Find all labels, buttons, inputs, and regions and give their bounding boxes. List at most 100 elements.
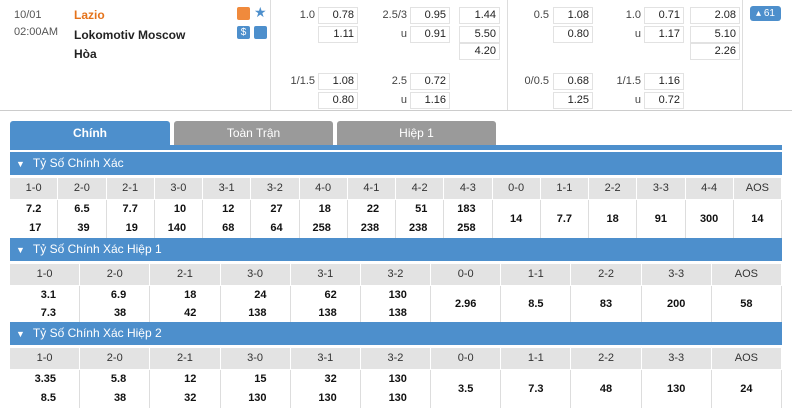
score-odds[interactable]: 7.7	[556, 213, 573, 225]
odds-value[interactable]: 0.71	[644, 7, 684, 24]
score-odds[interactable]: 58	[740, 298, 753, 310]
odds-value[interactable]: 1.25	[553, 92, 593, 109]
odds-value[interactable]: 0.78	[318, 7, 358, 24]
score-cell[interactable]: 14	[493, 200, 541, 238]
odds-value[interactable]: 1.08	[318, 73, 358, 90]
score-cell[interactable]: 48	[571, 370, 642, 408]
score-cell[interactable]: 22 238	[348, 200, 396, 238]
score-odds[interactable]: 42	[184, 307, 197, 319]
score-odds[interactable]: 130	[388, 392, 407, 404]
score-odds[interactable]: 183	[457, 203, 476, 215]
score-cell[interactable]: 18	[589, 200, 638, 238]
score-odds[interactable]: 3.5	[458, 383, 474, 395]
section-header[interactable]: ▼ Tỷ Số Chính Xác Hiệp 2	[10, 322, 782, 345]
score-cell[interactable]: 12 32	[150, 370, 221, 408]
score-odds[interactable]: 38	[113, 307, 127, 319]
score-odds[interactable]: 300	[699, 213, 719, 225]
score-cell[interactable]: 58	[712, 286, 782, 322]
odds-value[interactable]: 2.26	[690, 43, 740, 60]
score-cell[interactable]: 91	[637, 200, 686, 238]
odds-value[interactable]: 5.50	[459, 26, 500, 43]
score-cell[interactable]: 83	[571, 286, 642, 322]
odds-value[interactable]: 2.08	[690, 7, 740, 24]
odds-value[interactable]: 1.44	[459, 7, 500, 24]
score-odds[interactable]: 18	[184, 289, 197, 301]
score-odds[interactable]: 238	[408, 222, 428, 234]
odds-value[interactable]: 1.11	[318, 26, 358, 43]
score-odds[interactable]: 19	[125, 222, 138, 234]
score-odds[interactable]: 6.9	[110, 289, 127, 301]
score-odds[interactable]: 91	[654, 213, 667, 225]
odds-value[interactable]: 0.91	[410, 26, 450, 43]
score-cell[interactable]: 27 64	[251, 200, 300, 238]
odds-value[interactable]: 1.16	[410, 92, 450, 109]
odds-value[interactable]: 4.20	[459, 43, 500, 60]
odds-value[interactable]: 0.95	[410, 7, 450, 24]
score-odds[interactable]: 27	[270, 203, 283, 215]
score-odds[interactable]: 140	[167, 222, 187, 234]
score-odds[interactable]: 6.5	[74, 203, 90, 215]
odds-value[interactable]: 1.08	[553, 7, 593, 24]
score-odds[interactable]: 22	[366, 203, 380, 215]
score-cell[interactable]: 2.96	[431, 286, 502, 322]
score-odds[interactable]: 14	[751, 213, 764, 225]
score-odds[interactable]: 200	[667, 298, 686, 310]
score-odds[interactable]: 138	[388, 307, 407, 319]
score-cell[interactable]: 6.9 38	[80, 286, 151, 322]
odds-value[interactable]: 0.68	[553, 73, 593, 90]
odds-value[interactable]: 0.72	[644, 92, 684, 109]
section-header[interactable]: ▼ Tỷ Số Chính Xác Hiệp 1	[10, 238, 782, 261]
icon-dollar[interactable]: $	[237, 26, 250, 39]
score-odds[interactable]: 258	[312, 222, 331, 234]
score-odds[interactable]: 8.5	[40, 392, 57, 404]
score-odds[interactable]: 38	[113, 392, 127, 404]
score-cell[interactable]: 3.35 8.5	[10, 370, 81, 408]
icon-stats[interactable]	[254, 26, 267, 39]
score-cell[interactable]: 130	[642, 370, 712, 408]
score-cell[interactable]: 200	[642, 286, 712, 322]
score-odds[interactable]: 12	[184, 373, 197, 385]
odds-value[interactable]: 5.10	[690, 26, 740, 43]
score-odds[interactable]: 130	[388, 289, 407, 301]
section-header[interactable]: ▼ Tỷ Số Chính Xác	[10, 152, 782, 175]
score-odds[interactable]: 64	[270, 222, 283, 234]
score-odds[interactable]: 8.5	[528, 298, 544, 310]
score-odds[interactable]: 130	[388, 373, 407, 385]
score-cell[interactable]: 3.1 7.3	[10, 286, 81, 322]
score-odds[interactable]: 130	[248, 392, 267, 404]
score-cell[interactable]: 14	[734, 200, 782, 238]
icon-star[interactable]: ★	[254, 4, 267, 20]
score-odds[interactable]: 138	[318, 307, 337, 319]
score-odds[interactable]: 258	[457, 222, 476, 234]
more-badge[interactable]: ▴ 61	[750, 6, 781, 21]
odds-value[interactable]: 1.17	[644, 26, 684, 43]
odds-value[interactable]: 0.80	[318, 92, 358, 109]
score-cell[interactable]: 8.5	[501, 286, 572, 322]
score-odds[interactable]: 138	[248, 307, 267, 319]
score-cell[interactable]: 18 42	[150, 286, 221, 322]
score-odds[interactable]: 39	[77, 222, 90, 234]
score-cell[interactable]: 24	[712, 370, 782, 408]
score-odds[interactable]: 62	[324, 289, 337, 301]
score-odds[interactable]: 7.3	[40, 307, 57, 319]
score-odds[interactable]: 3.35	[34, 373, 57, 385]
score-odds[interactable]: 18	[318, 203, 331, 215]
score-odds[interactable]: 24	[254, 289, 267, 301]
score-odds[interactable]: 15	[254, 373, 267, 385]
score-cell[interactable]: 7.7	[541, 200, 589, 238]
icon-live[interactable]	[237, 7, 250, 20]
tab[interactable]: Toàn Trận	[174, 121, 333, 145]
score-cell[interactable]: 300	[686, 200, 734, 238]
score-odds[interactable]: 32	[324, 373, 337, 385]
score-cell[interactable]: 32 130	[291, 370, 361, 408]
home-team[interactable]: Lazio	[74, 8, 105, 22]
score-cell[interactable]: 7.3	[501, 370, 572, 408]
score-odds[interactable]: 5.8	[110, 373, 127, 385]
score-cell[interactable]: 24 138	[221, 286, 291, 322]
score-odds[interactable]: 2.96	[454, 298, 477, 310]
tab[interactable]: Hiệp 1	[337, 121, 496, 145]
score-odds[interactable]: 130	[667, 383, 686, 395]
score-odds[interactable]: 14	[510, 213, 523, 225]
score-cell[interactable]: 12 68	[203, 200, 252, 238]
odds-value[interactable]: 0.72	[410, 73, 450, 90]
